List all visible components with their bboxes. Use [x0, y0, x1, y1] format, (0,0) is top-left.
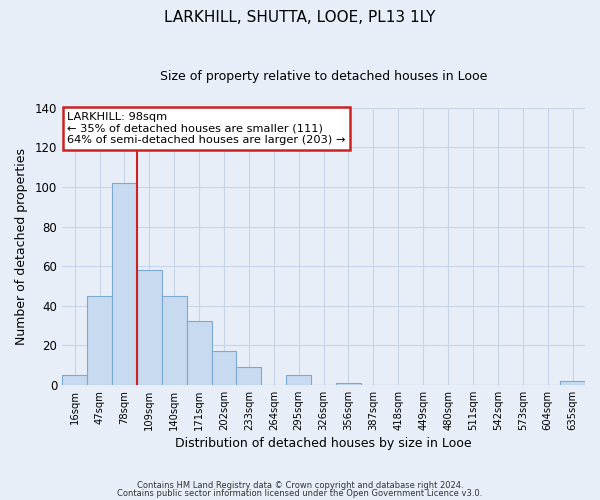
- Bar: [112, 183, 137, 385]
- Text: Contains HM Land Registry data © Crown copyright and database right 2024.: Contains HM Land Registry data © Crown c…: [137, 481, 463, 490]
- X-axis label: Distribution of detached houses by size in Looe: Distribution of detached houses by size …: [175, 437, 472, 450]
- Bar: [62, 375, 87, 385]
- Bar: [187, 322, 212, 385]
- Bar: [212, 351, 236, 385]
- Bar: [286, 375, 311, 385]
- Text: LARKHILL: 98sqm
← 35% of detached houses are smaller (111)
64% of semi-detached : LARKHILL: 98sqm ← 35% of detached houses…: [67, 112, 346, 145]
- Title: Size of property relative to detached houses in Looe: Size of property relative to detached ho…: [160, 70, 487, 83]
- Bar: [162, 296, 187, 385]
- Text: LARKHILL, SHUTTA, LOOE, PL13 1LY: LARKHILL, SHUTTA, LOOE, PL13 1LY: [164, 10, 436, 25]
- Bar: [87, 296, 112, 385]
- Y-axis label: Number of detached properties: Number of detached properties: [15, 148, 28, 345]
- Bar: [560, 381, 585, 385]
- Bar: [336, 383, 361, 385]
- Bar: [236, 367, 262, 385]
- Text: Contains public sector information licensed under the Open Government Licence v3: Contains public sector information licen…: [118, 488, 482, 498]
- Bar: [137, 270, 162, 385]
